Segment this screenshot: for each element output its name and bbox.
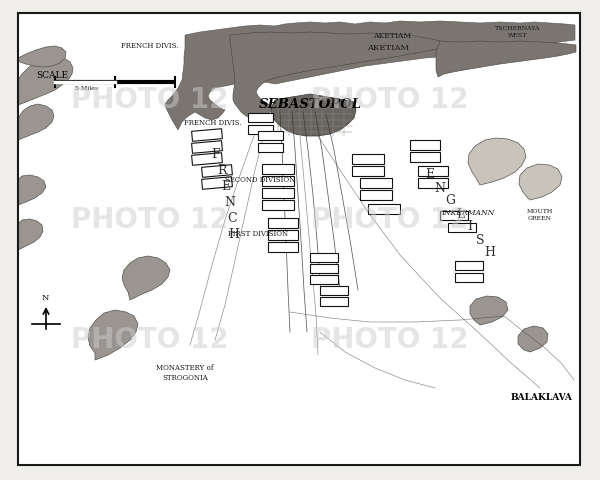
Bar bbox=[191, 141, 223, 153]
Text: PHOTO 12: PHOTO 12 bbox=[71, 86, 229, 114]
Text: E: E bbox=[425, 168, 434, 181]
Polygon shape bbox=[165, 21, 575, 130]
Bar bbox=[410, 140, 440, 150]
Polygon shape bbox=[470, 296, 508, 325]
Bar bbox=[418, 178, 448, 188]
Bar bbox=[262, 176, 294, 186]
Bar bbox=[268, 218, 298, 228]
Text: FRENCH DIVIS.: FRENCH DIVIS. bbox=[184, 119, 242, 127]
Bar bbox=[410, 152, 440, 162]
Bar bbox=[268, 242, 298, 252]
Polygon shape bbox=[518, 326, 548, 352]
Text: AKETIAM: AKETIAM bbox=[373, 32, 411, 40]
Polygon shape bbox=[271, 94, 356, 136]
Text: H: H bbox=[485, 247, 496, 260]
Text: N: N bbox=[42, 294, 49, 302]
Polygon shape bbox=[468, 138, 526, 185]
Bar bbox=[368, 204, 400, 214]
Text: S: S bbox=[476, 233, 484, 247]
Text: N: N bbox=[434, 181, 445, 194]
Polygon shape bbox=[18, 56, 73, 105]
Bar bbox=[262, 188, 294, 198]
Text: E: E bbox=[221, 180, 230, 192]
Text: PHOTO 12: PHOTO 12 bbox=[311, 326, 469, 354]
Text: H: H bbox=[229, 228, 239, 240]
Bar bbox=[202, 177, 232, 189]
Text: INKERMANN: INKERMANN bbox=[442, 209, 494, 217]
Polygon shape bbox=[88, 310, 138, 360]
Bar bbox=[262, 164, 294, 174]
Bar bbox=[191, 129, 223, 141]
Polygon shape bbox=[18, 46, 66, 67]
Bar bbox=[258, 131, 283, 140]
Text: F: F bbox=[212, 147, 220, 160]
Text: MONASTERY of
STROGONIA: MONASTERY of STROGONIA bbox=[156, 364, 214, 382]
Text: MOUTH
GREEN: MOUTH GREEN bbox=[527, 209, 553, 221]
Bar bbox=[191, 153, 223, 165]
Bar bbox=[248, 125, 273, 134]
Bar bbox=[418, 166, 448, 176]
Bar bbox=[320, 286, 348, 295]
Bar bbox=[320, 297, 348, 306]
Bar bbox=[268, 230, 298, 240]
Polygon shape bbox=[230, 32, 440, 118]
Polygon shape bbox=[18, 175, 46, 205]
Text: PHOTO 12: PHOTO 12 bbox=[71, 206, 229, 234]
Text: SEBASTOPOL: SEBASTOPOL bbox=[259, 98, 362, 111]
Bar bbox=[310, 253, 338, 262]
Bar bbox=[360, 178, 392, 188]
Bar bbox=[202, 165, 232, 177]
Text: I: I bbox=[467, 220, 473, 233]
Bar bbox=[440, 211, 468, 220]
Text: PHOTO 12: PHOTO 12 bbox=[311, 86, 469, 114]
Text: FIRST DIVISION: FIRST DIVISION bbox=[228, 230, 288, 238]
Text: N: N bbox=[224, 195, 235, 208]
Bar bbox=[455, 273, 483, 282]
Bar bbox=[248, 113, 273, 122]
Text: C: C bbox=[227, 212, 237, 225]
Polygon shape bbox=[519, 164, 562, 200]
Bar bbox=[352, 166, 384, 176]
Text: PHOTO 12: PHOTO 12 bbox=[311, 206, 469, 234]
Bar bbox=[352, 154, 384, 164]
Bar bbox=[262, 200, 294, 210]
Bar bbox=[310, 264, 338, 273]
Bar bbox=[360, 190, 392, 200]
Polygon shape bbox=[18, 219, 43, 250]
Text: BALAKLAVA: BALAKLAVA bbox=[511, 393, 573, 402]
Bar bbox=[258, 143, 283, 152]
Polygon shape bbox=[436, 41, 576, 77]
Text: R: R bbox=[217, 164, 227, 177]
Text: FRENCH DIVIS.: FRENCH DIVIS. bbox=[121, 42, 179, 50]
Text: 5 Miles: 5 Miles bbox=[75, 86, 98, 91]
Polygon shape bbox=[122, 256, 170, 300]
Text: AKETIAM: AKETIAM bbox=[367, 44, 409, 52]
Bar bbox=[448, 223, 476, 232]
Text: G: G bbox=[445, 194, 455, 207]
Text: L: L bbox=[456, 207, 464, 220]
Polygon shape bbox=[18, 104, 54, 140]
Text: TSCHERNAYA
WEST: TSCHERNAYA WEST bbox=[495, 26, 541, 38]
Text: SCALE: SCALE bbox=[36, 71, 68, 80]
Bar bbox=[310, 275, 338, 284]
Text: PHOTO 12: PHOTO 12 bbox=[71, 326, 229, 354]
Bar bbox=[455, 261, 483, 270]
Text: SECOND DIVISION: SECOND DIVISION bbox=[225, 176, 295, 184]
